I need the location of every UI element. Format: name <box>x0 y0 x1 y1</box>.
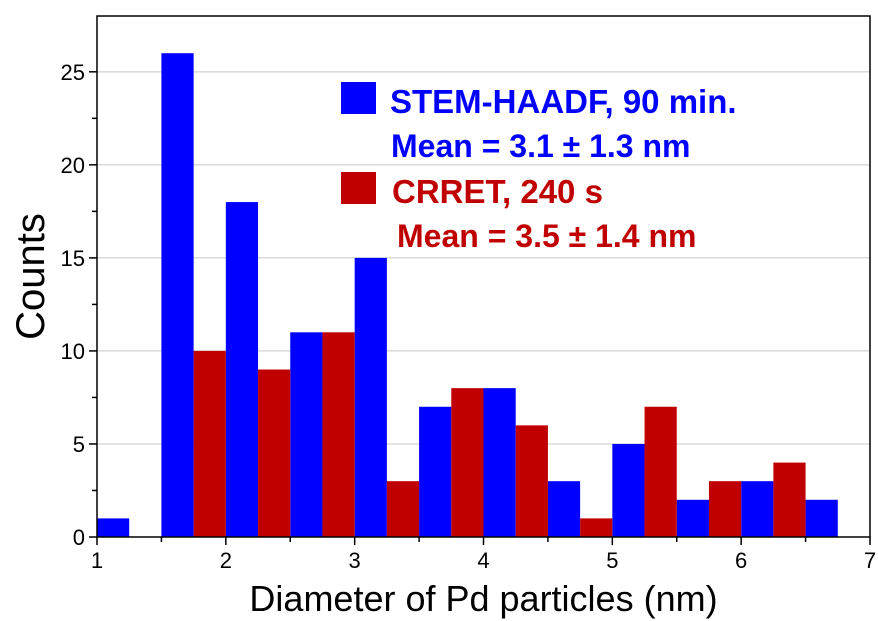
x-tick-label: 4 <box>477 548 489 573</box>
x-tick-label: 2 <box>220 548 232 573</box>
legend: STEM-HAADF, 90 min. Mean = 3.1 ± 1.3 nm … <box>341 82 737 254</box>
bar <box>419 406 452 537</box>
bar <box>483 388 516 537</box>
bar <box>322 332 355 537</box>
bar <box>225 202 259 538</box>
bar <box>547 481 581 537</box>
bar <box>258 369 291 537</box>
bar <box>515 425 548 537</box>
bar <box>741 481 774 537</box>
bar <box>386 481 420 537</box>
y-tick-label: 10 <box>61 339 85 364</box>
legend-swatch-crret <box>341 172 376 204</box>
axis-ticks: 1 2 3 4 5 6 7 0 5 10 15 20 25 <box>61 60 877 573</box>
x-tick-label: 3 <box>349 548 361 573</box>
x-tick-label: 5 <box>606 548 618 573</box>
bar <box>773 462 806 537</box>
bar <box>290 332 323 537</box>
y-tick-label: 15 <box>61 246 85 271</box>
bar <box>580 518 613 537</box>
bar <box>193 350 226 537</box>
bar <box>644 406 677 537</box>
bar <box>676 499 709 537</box>
bar <box>612 443 645 537</box>
y-axis-title: Counts <box>9 213 53 340</box>
bar <box>451 388 484 537</box>
y-tick-label: 25 <box>61 60 85 85</box>
bar <box>708 481 742 537</box>
bar <box>354 257 387 537</box>
bars <box>97 53 838 538</box>
x-tick-label: 6 <box>735 548 747 573</box>
bar <box>97 518 130 537</box>
legend-label-crret: CRRET, 240 s <box>392 173 603 210</box>
legend-mean-stem-haadf: Mean = 3.1 ± 1.3 nm <box>391 128 690 164</box>
y-tick-label: 20 <box>61 153 85 178</box>
bar <box>161 53 194 537</box>
legend-label-stem-haadf: STEM-HAADF, 90 min. <box>390 83 737 120</box>
x-axis-title: Diameter of Pd particles (nm) <box>249 578 717 619</box>
x-tick-label: 1 <box>91 548 103 573</box>
y-tick-label: 0 <box>73 525 85 550</box>
y-tick-label: 5 <box>73 432 85 457</box>
bar <box>805 499 838 537</box>
legend-mean-crret: Mean = 3.5 ± 1.4 nm <box>397 218 696 254</box>
x-tick-label: 7 <box>864 548 876 573</box>
legend-swatch-stem-haadf <box>341 82 376 114</box>
